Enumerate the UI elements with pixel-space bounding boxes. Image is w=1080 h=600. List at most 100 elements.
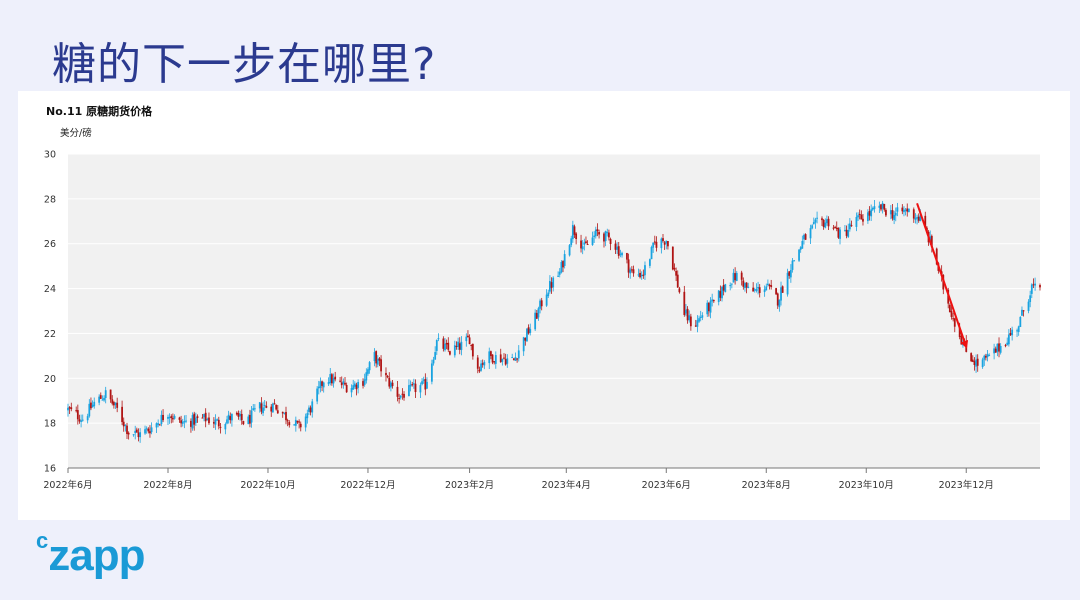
candle-body <box>390 382 392 388</box>
candle-body <box>252 408 255 411</box>
candle-body <box>529 328 532 333</box>
candle-body <box>893 215 896 220</box>
candle-body <box>121 406 123 422</box>
candle-body <box>367 369 369 374</box>
candle-body <box>640 274 643 277</box>
candle-body <box>873 206 876 210</box>
candle-body <box>953 318 956 327</box>
candle-body <box>193 413 196 425</box>
candle-body <box>334 376 337 380</box>
candle-body <box>560 261 563 273</box>
candle-body <box>778 299 781 308</box>
candle-body <box>216 419 219 421</box>
candle-body <box>552 277 555 288</box>
candle-body <box>430 363 433 382</box>
candle-body <box>973 361 976 366</box>
candle-body <box>653 241 656 243</box>
candle-body <box>373 352 376 362</box>
candle-body <box>889 210 892 215</box>
candle-body <box>380 359 382 372</box>
candle-body <box>262 407 264 414</box>
candle-body <box>904 209 907 211</box>
candle-body <box>845 229 848 236</box>
candle-body <box>168 416 171 418</box>
candle-body <box>993 348 996 354</box>
candle-body <box>906 208 909 212</box>
candle-body <box>421 381 423 385</box>
candle-body <box>178 417 181 420</box>
y-tick-label: 22 <box>44 329 56 340</box>
candle-body <box>924 215 927 228</box>
candle-body <box>419 385 422 393</box>
candle-body <box>311 401 314 413</box>
candle-body <box>160 414 163 425</box>
x-tick-label: 2022年8月 <box>143 479 192 491</box>
candle-body <box>126 425 128 434</box>
candle-body <box>494 355 497 364</box>
candle-body <box>545 294 548 306</box>
candle-body <box>212 421 215 424</box>
candle-body <box>970 353 973 362</box>
candle-body <box>722 284 725 291</box>
candle-body <box>686 308 689 321</box>
candle-body <box>712 300 715 302</box>
candle-body <box>789 270 792 278</box>
candle-body <box>434 352 437 360</box>
candle-body <box>68 407 71 409</box>
candle-body <box>537 308 540 318</box>
candle-body <box>832 227 835 229</box>
candle-body <box>539 300 541 309</box>
candle-body <box>583 242 586 245</box>
candle-body <box>470 344 473 346</box>
candle-body <box>219 426 222 428</box>
candle-body <box>814 219 817 223</box>
candle-body <box>363 379 366 385</box>
candle-body <box>894 212 897 216</box>
candle-body <box>329 374 332 384</box>
x-tick-label: 2022年12月 <box>340 479 395 491</box>
candle-body <box>286 420 289 422</box>
candle-body <box>191 415 194 429</box>
candle-body <box>678 288 681 293</box>
candle-body <box>619 253 622 255</box>
candle-body <box>919 215 922 222</box>
candle-body <box>145 428 148 430</box>
candle-body <box>580 240 582 249</box>
candle-body <box>975 359 977 367</box>
candle-body <box>694 325 697 327</box>
candle-body <box>594 229 597 237</box>
candle-body <box>86 416 89 421</box>
candle-body <box>350 388 353 393</box>
candle-body <box>224 424 227 430</box>
candle-body <box>598 232 600 235</box>
candle-body <box>355 384 358 390</box>
candle-body <box>535 312 538 319</box>
candle-body <box>150 427 153 433</box>
candle-body <box>424 379 427 390</box>
candle-body <box>493 361 496 363</box>
candle-body <box>621 252 623 256</box>
candle-body <box>788 271 791 276</box>
candle-body <box>321 381 323 386</box>
candle-body <box>663 242 666 245</box>
candle-body <box>917 216 920 221</box>
x-tick-label: 2023年10月 <box>839 479 894 491</box>
candle-body <box>907 208 910 213</box>
x-tick-label: 2023年6月 <box>642 479 691 491</box>
candle-body <box>1029 295 1032 303</box>
candle-body <box>409 384 412 387</box>
candle-body <box>344 382 346 385</box>
candle-body <box>793 260 796 262</box>
candle-body <box>75 410 78 412</box>
candle-body <box>844 230 846 232</box>
candle-body <box>93 401 96 407</box>
candle-body <box>293 424 296 426</box>
candle-body <box>866 212 869 222</box>
candle-body <box>517 350 520 359</box>
candle-body <box>857 215 859 218</box>
candle-body <box>67 407 69 411</box>
candle-body <box>265 405 268 408</box>
candle-body <box>798 249 800 261</box>
candle-body <box>172 418 174 420</box>
candle-body <box>835 227 838 229</box>
